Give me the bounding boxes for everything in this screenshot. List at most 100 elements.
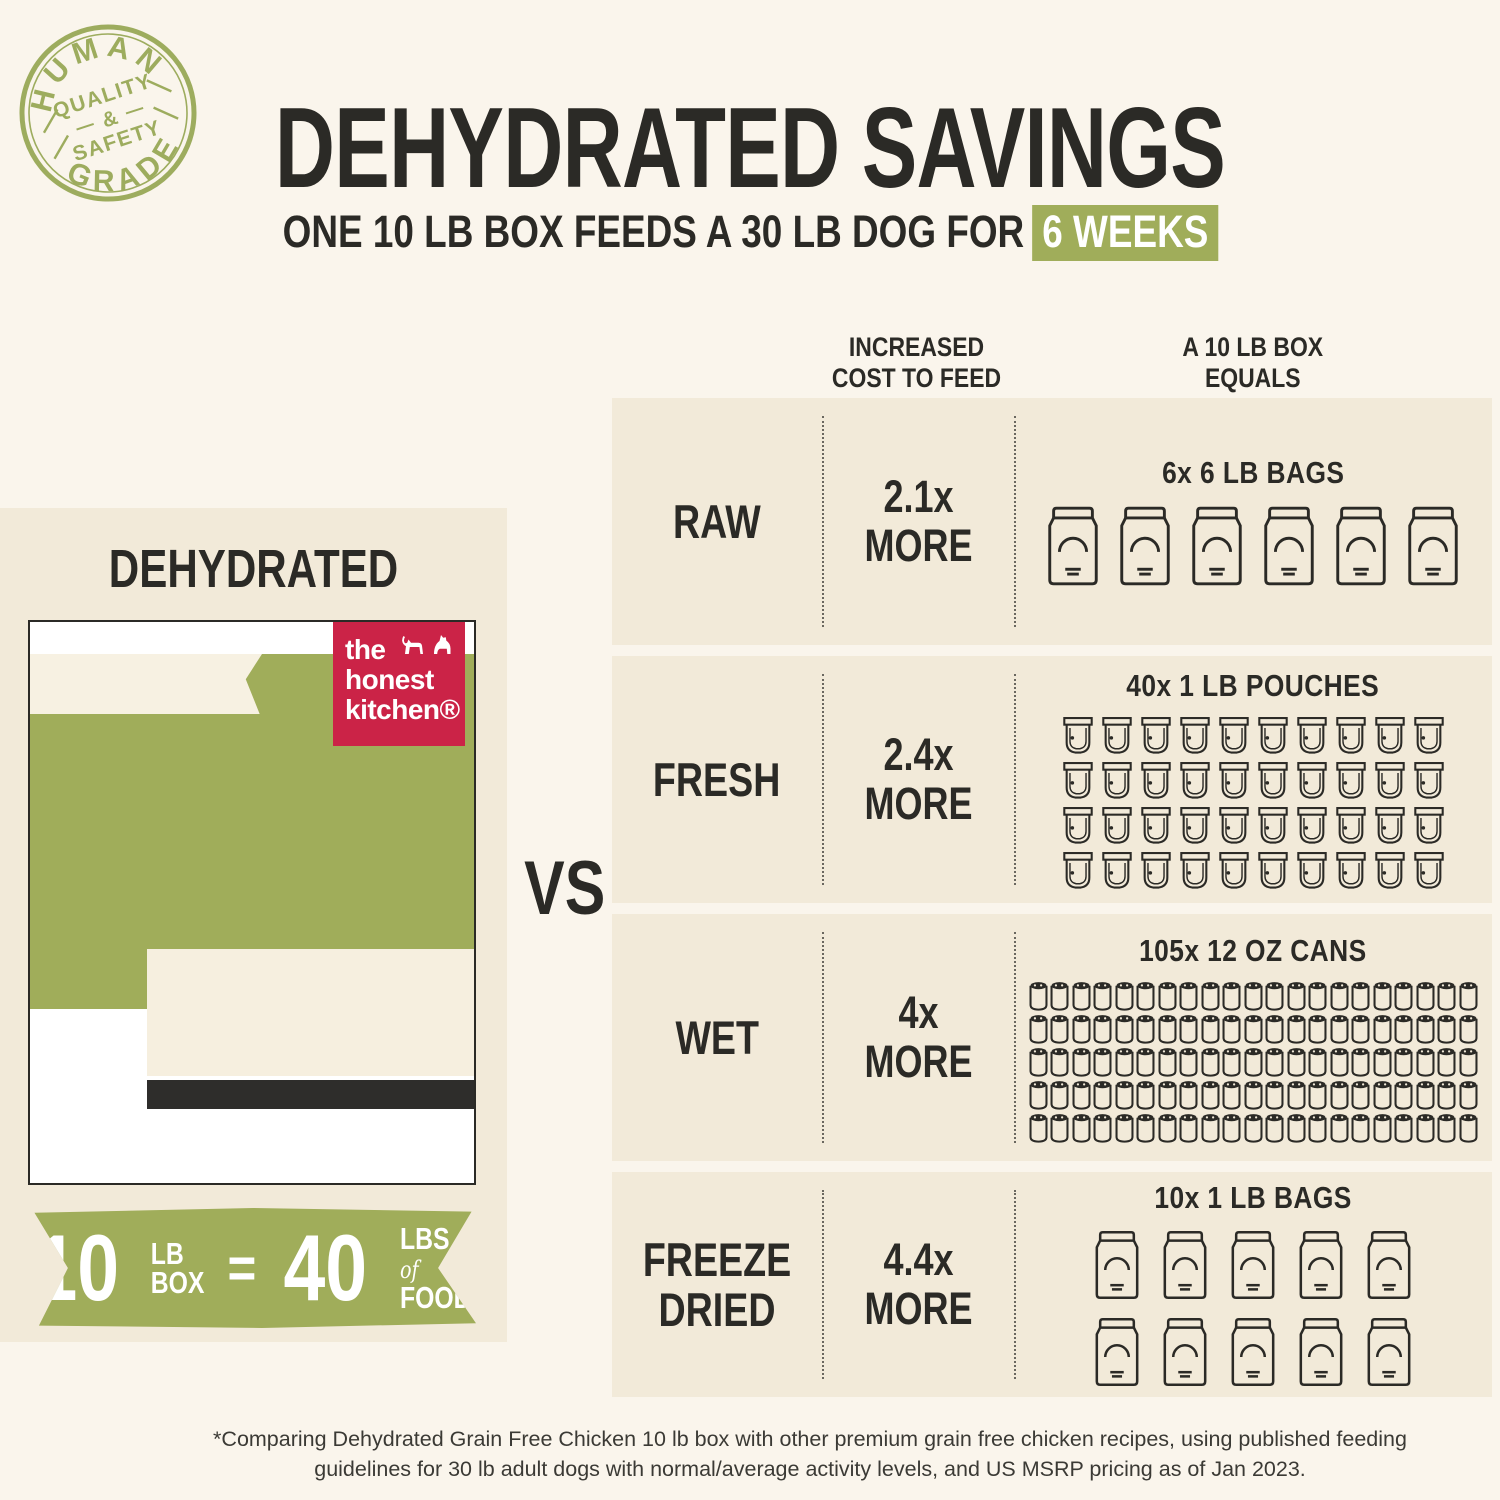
- row-icons: 10x 1 LB BAGS: [1014, 1172, 1492, 1397]
- comparison-row-raw: RAW 2.1x MORE 6x 6 LB BAGS: [612, 398, 1492, 645]
- can-icon: [1265, 981, 1284, 1011]
- logo-text: kitchen®: [345, 694, 460, 725]
- dotted-divider: [822, 932, 824, 1143]
- human-grade-badge-icon: HUMAN GRADE QUALITY & SAFETY: [13, 18, 197, 208]
- can-icon: [1287, 981, 1305, 1011]
- can-icon: [1351, 1014, 1370, 1044]
- can-icon: [1115, 981, 1133, 1011]
- pouch-icon: [1335, 852, 1366, 889]
- can-icon: [1459, 981, 1477, 1011]
- pouch-icon: [1140, 762, 1171, 799]
- pouch-icon: [1374, 852, 1405, 889]
- can-icon: [1136, 1113, 1155, 1143]
- can-icon: [1437, 1047, 1456, 1077]
- can-icon: [1072, 1014, 1090, 1044]
- ribbon-value: 10: [35, 1215, 120, 1320]
- product-box-illustration: the honest kitchen®: [28, 620, 476, 1185]
- can-icon: [1222, 1080, 1241, 1110]
- can-icon: [1351, 1047, 1370, 1077]
- can-icon: [1222, 1014, 1241, 1044]
- icons-grid: [1089, 1228, 1417, 1389]
- can-icon: [1050, 1080, 1069, 1110]
- pouch-icon: [1335, 762, 1366, 799]
- can-icon: [1394, 1113, 1413, 1143]
- dotted-divider: [1014, 674, 1016, 885]
- subtitle-text: ONE 10 LB BOX FEEDS A 30 LB DOG FOR: [282, 206, 1024, 257]
- row-label: WET: [675, 1010, 759, 1064]
- can-icon: [1330, 1047, 1348, 1077]
- can-icon: [1244, 1047, 1262, 1077]
- column-header-equals: A 10 LB BOX EQUALS: [1182, 332, 1324, 394]
- can-icon: [1179, 1080, 1198, 1110]
- can-icon: [1222, 1047, 1241, 1077]
- pouch-icon: [1374, 717, 1405, 754]
- pouch-icon: [1413, 762, 1444, 799]
- can-icon: [1373, 1080, 1391, 1110]
- pouch-icon: [1062, 852, 1093, 889]
- can-icon: [1437, 1080, 1456, 1110]
- can-icon: [1308, 1014, 1327, 1044]
- badge-amp-text: &: [99, 106, 121, 133]
- box-dark-bar: [147, 1080, 474, 1109]
- bag-icon: [1299, 1317, 1343, 1387]
- bag-icon: [1163, 1230, 1207, 1300]
- bag-icon: [1120, 506, 1170, 585]
- can-icon: [1330, 1113, 1348, 1143]
- pouch-icon: [1179, 717, 1210, 754]
- can-icon: [1459, 1047, 1477, 1077]
- can-icon: [1029, 981, 1047, 1011]
- pouch-icon: [1062, 717, 1093, 754]
- bag-icon: [1048, 506, 1098, 585]
- pouch-icon: [1218, 717, 1249, 754]
- can-icon: [1093, 1080, 1112, 1110]
- pouch-icon: [1140, 807, 1171, 844]
- pouch-icon: [1296, 717, 1327, 754]
- pouch-icon: [1101, 762, 1132, 799]
- can-icon: [1136, 1014, 1155, 1044]
- can-icon: [1244, 1080, 1262, 1110]
- icons-grid: [1061, 716, 1446, 891]
- can-icon: [1029, 1080, 1047, 1110]
- bag-icon: [1163, 1317, 1207, 1387]
- icons-title: 6x 6 LB BAGS: [1161, 454, 1345, 490]
- icons-title: 40x 1 LB POUCHES: [1126, 668, 1380, 703]
- column-header-cost: INCREASED COST TO FEED: [832, 332, 1002, 394]
- row-label: FREEZE DRIED: [642, 1233, 792, 1336]
- row-icons: 40x 1 LB POUCHES: [1014, 656, 1492, 903]
- can-icon: [1394, 981, 1413, 1011]
- can-icon: [1029, 1047, 1047, 1077]
- can-icon: [1287, 1080, 1305, 1110]
- can-icon: [1158, 1080, 1176, 1110]
- can-icon: [1072, 1080, 1090, 1110]
- can-icon: [1029, 1014, 1047, 1044]
- can-icon: [1115, 1080, 1133, 1110]
- can-icon: [1330, 1080, 1348, 1110]
- pouch-icon: [1413, 852, 1444, 889]
- equals-sign: =: [227, 1235, 257, 1301]
- bag-icon: [1264, 506, 1314, 585]
- pouch-icon: [1179, 807, 1210, 844]
- honest-kitchen-logo: the honest kitchen®: [333, 622, 465, 746]
- can-icon: [1265, 1113, 1284, 1143]
- icons-title: 10x 1 LB BAGS: [1154, 1180, 1352, 1215]
- can-icon: [1050, 981, 1069, 1011]
- can-icon: [1351, 1113, 1370, 1143]
- can-icon: [1136, 1047, 1155, 1077]
- can-icon: [1115, 1047, 1133, 1077]
- can-icon: [1029, 1113, 1047, 1143]
- pouch-icon: [1296, 807, 1327, 844]
- can-icon: [1373, 1113, 1391, 1143]
- can-icon: [1072, 1047, 1090, 1077]
- can-icon: [1330, 981, 1348, 1011]
- can-icon: [1072, 1113, 1090, 1143]
- pouch-icon: [1140, 852, 1171, 889]
- icons-grid: [1042, 503, 1464, 589]
- pouch-icon: [1374, 762, 1405, 799]
- can-icon: [1179, 1014, 1198, 1044]
- pouch-icon: [1257, 807, 1288, 844]
- can-icon: [1437, 1113, 1456, 1143]
- can-icon: [1136, 981, 1155, 1011]
- bag-icon: [1336, 506, 1386, 585]
- dotted-divider: [1014, 1190, 1016, 1379]
- pouch-icon: [1101, 717, 1132, 754]
